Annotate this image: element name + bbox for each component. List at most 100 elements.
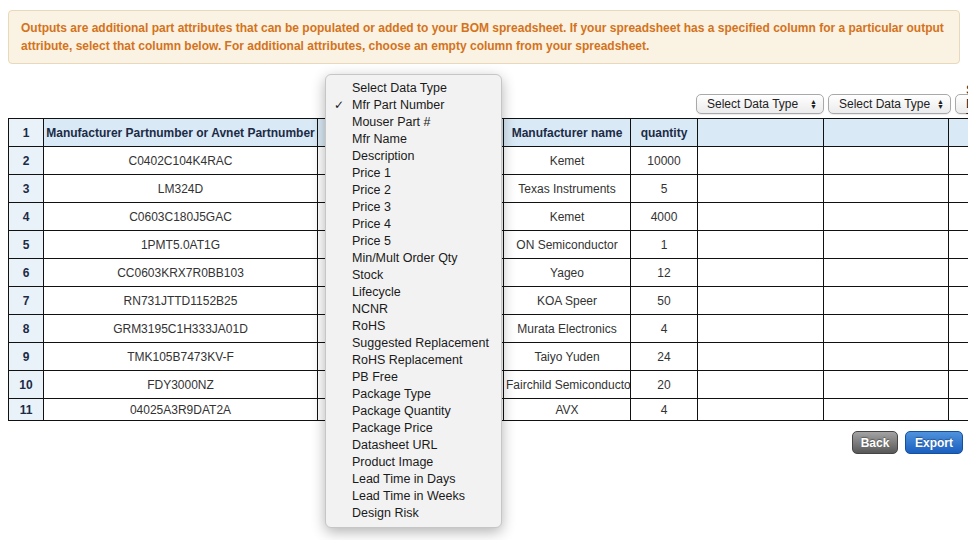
table-cell <box>824 147 949 175</box>
output-column-select-1[interactable]: Select Data Type ▲▼ <box>696 94 824 114</box>
table-cell <box>824 287 949 315</box>
updown-arrows-icon: ▲▼ <box>810 99 817 110</box>
table-cell: GRM3195C1H333JA01D <box>44 315 318 343</box>
row-number-cell: 6 <box>9 259 44 287</box>
table-cell: Texas Instruments <box>504 175 631 203</box>
table-cell: LM324D <box>44 175 318 203</box>
menu-item[interactable]: Product Image <box>326 454 501 471</box>
menu-item[interactable]: RoHS <box>326 318 501 335</box>
table-cell <box>949 231 968 259</box>
table-cell: 1PMT5.0AT1G <box>44 231 318 259</box>
table-cell <box>698 399 824 421</box>
table-cell <box>949 287 968 315</box>
row-number-cell: 2 <box>9 147 44 175</box>
menu-item[interactable]: RoHS Replacement <box>326 352 501 369</box>
row-number-cell: 9 <box>9 343 44 371</box>
row-number-cell: 3 <box>9 175 44 203</box>
table-cell: 24 <box>631 343 698 371</box>
menu-item[interactable]: Stock <box>326 267 501 284</box>
table-cell: 4 <box>631 399 698 421</box>
table-cell <box>698 315 824 343</box>
data-type-dropdown-menu: Select Data Type✓Mfr Part NumberMouser P… <box>325 74 502 528</box>
table-cell: 04025A3R9DAT2A <box>44 399 318 421</box>
row-number-cell: 8 <box>9 315 44 343</box>
table-cell <box>949 259 968 287</box>
output-column-select-1-value: Select Data Type <box>707 97 798 111</box>
menu-item[interactable]: Min/Mult Order Qty <box>326 250 501 267</box>
table-cell: 4000 <box>631 203 698 231</box>
table-cell <box>824 343 949 371</box>
table-cell <box>698 371 824 399</box>
row-number-cell: 1 <box>9 119 44 147</box>
output-column-select-3[interactable]: Select Data Type ▲▼ <box>955 94 968 114</box>
menu-item[interactable]: PB Free <box>326 369 501 386</box>
row-number-cell: 5 <box>9 231 44 259</box>
table-cell <box>949 399 968 421</box>
back-button[interactable]: Back <box>852 431 898 454</box>
table-cell <box>824 259 949 287</box>
menu-item[interactable]: Description <box>326 148 501 165</box>
table-cell: Manufacturer Partnumber or Avnet Partnum… <box>44 119 318 147</box>
menu-item[interactable]: Select Data Type <box>326 80 501 97</box>
table-cell <box>949 147 968 175</box>
table-cell: FDY3000NZ <box>44 371 318 399</box>
menu-item[interactable]: Package Price <box>326 420 501 437</box>
menu-item[interactable]: Lead Time in Weeks <box>326 488 501 505</box>
menu-item[interactable]: Lifecycle <box>326 284 501 301</box>
table-cell: Manufacturer name <box>504 119 631 147</box>
table-cell <box>949 343 968 371</box>
table-cell <box>698 175 824 203</box>
table-cell <box>698 259 824 287</box>
menu-item[interactable]: Lead Time in Days <box>326 471 501 488</box>
table-cell: Kemet <box>504 203 631 231</box>
row-number-cell: 11 <box>9 399 44 421</box>
table-cell <box>698 119 824 147</box>
table-cell <box>698 231 824 259</box>
menu-item[interactable]: Price 1 <box>326 165 501 182</box>
table-cell <box>698 343 824 371</box>
table-cell <box>698 147 824 175</box>
table-cell: quantity <box>631 119 698 147</box>
menu-item[interactable]: Design Risk <box>326 505 501 522</box>
output-column-select-2-value: Select Data Type <box>839 97 930 111</box>
table-cell <box>824 399 949 421</box>
menu-item[interactable]: Package Type <box>326 386 501 403</box>
menu-item[interactable]: Mfr Name <box>326 131 501 148</box>
menu-item[interactable]: Suggested Replacement <box>326 335 501 352</box>
table-cell: 12 <box>631 259 698 287</box>
table-cell: CC0603KRX7R0BB103 <box>44 259 318 287</box>
output-column-select-2[interactable]: Select Data Type ▲▼ <box>828 94 951 114</box>
menu-item[interactable]: Package Quantity <box>326 403 501 420</box>
menu-item[interactable]: Mouser Part # <box>326 114 501 131</box>
table-cell <box>949 203 968 231</box>
table-cell <box>698 287 824 315</box>
table-cell <box>949 175 968 203</box>
table-cell: C0402C104K4RAC <box>44 147 318 175</box>
updown-arrows-icon: ▲▼ <box>937 99 944 110</box>
table-cell <box>698 203 824 231</box>
menu-item[interactable]: ✓Mfr Part Number <box>326 97 501 114</box>
menu-item[interactable]: NCNR <box>326 301 501 318</box>
menu-item[interactable]: Price 3 <box>326 199 501 216</box>
row-number-cell: 10 <box>9 371 44 399</box>
menu-item[interactable]: Datasheet URL <box>326 437 501 454</box>
table-cell: AVX <box>504 399 631 421</box>
menu-item[interactable]: Price 2 <box>326 182 501 199</box>
table-cell: 10000 <box>631 147 698 175</box>
table-cell <box>824 315 949 343</box>
table-cell: Taiyo Yuden <box>504 343 631 371</box>
table-cell: 4 <box>631 315 698 343</box>
info-banner-text: Outputs are additional part attributes t… <box>21 21 944 53</box>
menu-item[interactable]: Price 5 <box>326 233 501 250</box>
menu-item[interactable]: Price 4 <box>326 216 501 233</box>
export-button[interactable]: Export <box>905 431 963 454</box>
table-cell: 50 <box>631 287 698 315</box>
table-cell <box>949 371 968 399</box>
table-cell <box>949 119 968 147</box>
table-cell: ON Semiconductor <box>504 231 631 259</box>
table-cell <box>824 231 949 259</box>
table-cell: 1 <box>631 231 698 259</box>
table-cell: Yageo <box>504 259 631 287</box>
checkmark-icon: ✓ <box>334 97 344 114</box>
info-banner: Outputs are additional part attributes t… <box>8 10 960 64</box>
